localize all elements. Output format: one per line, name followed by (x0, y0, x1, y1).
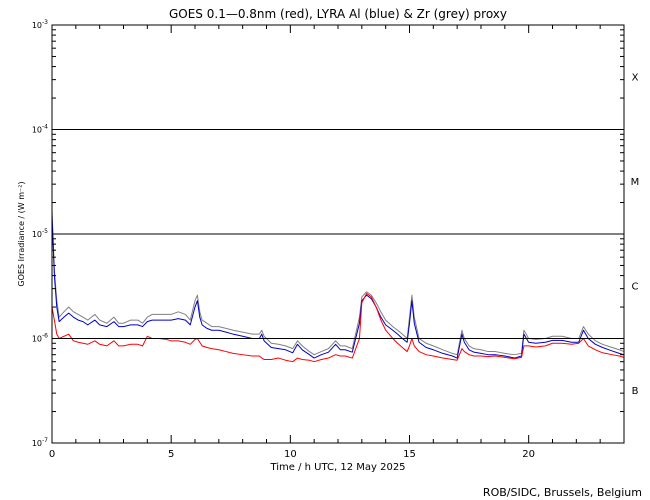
flare-class-label: X (632, 73, 639, 84)
flare-class-labels: B C M X (631, 73, 640, 397)
flare-class-label: M (631, 177, 640, 188)
series-line-1 (51, 215, 625, 359)
x-tick-label: 5 (168, 449, 174, 460)
credit-text: ROB/SIDC, Brussels, Belgium (483, 486, 642, 499)
threshold-lines (52, 129, 624, 339)
chart-title: GOES 0.1—0.8nm (red), LYRA Al (blue) & Z… (169, 7, 507, 21)
x-axis-ticks: 0 5 10 15 20 (49, 25, 625, 460)
series-line-2 (51, 292, 625, 363)
x-tick-label: 0 (49, 449, 55, 460)
x-tick-label: 15 (403, 449, 416, 460)
series-layer (51, 209, 625, 363)
x-tick-label: 20 (522, 449, 535, 460)
flare-class-label: B (632, 386, 639, 397)
x-axis-label: Time / h UTC, 12 May 2025 (269, 462, 405, 473)
y-tick-label: 10-6 (32, 333, 48, 344)
y-tick-label: 10-3 (32, 19, 48, 30)
series-line-0 (51, 209, 625, 356)
y-axis-label: GOES Irradiance / (W m⁻²) (17, 181, 26, 286)
x-tick-label: 10 (284, 449, 297, 460)
y-tick-label: 10-4 (32, 124, 48, 135)
y-tick-label: 10-7 (32, 437, 48, 448)
y-axis-ticks: 10-7 10-6 10-5 10-4 10-3 (32, 19, 624, 448)
flare-class-label: C (632, 282, 639, 293)
y-tick-label: 10-5 (32, 228, 48, 239)
